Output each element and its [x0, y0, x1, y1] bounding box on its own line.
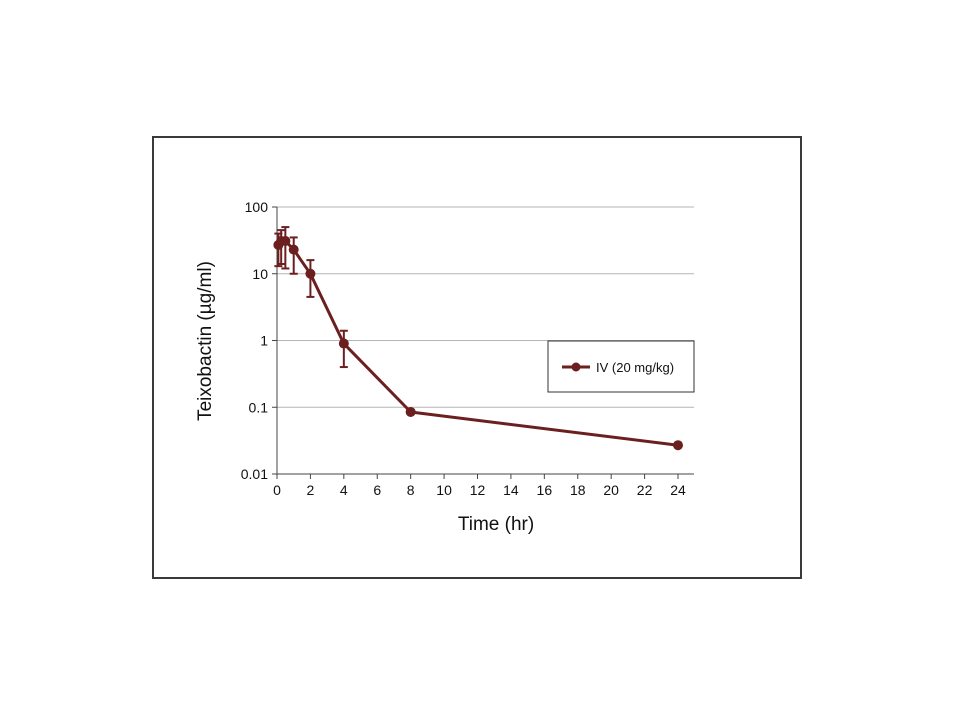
- x-tick-label: 10: [436, 482, 452, 498]
- x-tick-label: 2: [307, 482, 315, 498]
- y-tick-label: 10: [252, 266, 268, 282]
- error-bar: [281, 226, 290, 270]
- x-tick-label: 8: [407, 482, 415, 498]
- error-bar: [339, 329, 348, 369]
- y-tick-label: 100: [245, 199, 269, 215]
- x-tick-label: 6: [373, 482, 381, 498]
- x-tick-label: 4: [340, 482, 348, 498]
- x-tick-label: 18: [570, 482, 586, 498]
- x-tick-label: 14: [503, 482, 519, 498]
- data-point: [280, 235, 291, 246]
- x-tick-label: 22: [637, 482, 653, 498]
- x-tick-label: 16: [537, 482, 553, 498]
- data-point: [405, 406, 416, 417]
- data-point: [338, 338, 349, 349]
- x-tick-label: 24: [670, 482, 686, 498]
- x-tick-label: 20: [603, 482, 619, 498]
- legend: IV (20 mg/kg): [547, 340, 695, 393]
- data-point: [673, 440, 683, 451]
- x-axis-title: Time (hr): [458, 514, 534, 535]
- y-tick-label: 0.1: [249, 399, 269, 415]
- y-axis-title: Teixobactin (µg/ml): [195, 261, 216, 421]
- y-tick-label: 1: [260, 333, 268, 349]
- error-bar: [289, 236, 298, 275]
- data-point: [288, 244, 299, 255]
- data-point: [305, 268, 316, 279]
- x-tick-label: 12: [470, 482, 486, 498]
- y-tick-label: 0.01: [241, 466, 268, 482]
- legend-marker: [571, 362, 581, 372]
- x-tick-label: 0: [273, 482, 281, 498]
- legend-label: IV (20 mg/kg): [596, 360, 674, 375]
- series: [273, 226, 683, 451]
